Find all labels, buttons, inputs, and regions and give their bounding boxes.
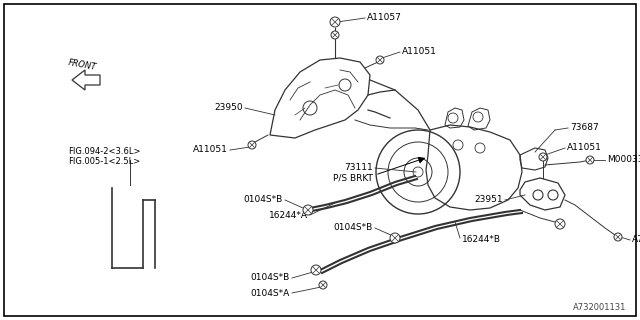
Text: A11051: A11051	[193, 146, 228, 155]
Text: A11051: A11051	[567, 143, 602, 153]
Text: FIG.005-1<2.5L>: FIG.005-1<2.5L>	[68, 157, 140, 166]
Text: 73111: 73111	[344, 164, 373, 172]
Circle shape	[311, 265, 321, 275]
Text: FRONT: FRONT	[67, 58, 97, 72]
Text: FIG.094-2<3.6L>: FIG.094-2<3.6L>	[68, 148, 141, 156]
Text: 73687: 73687	[570, 124, 599, 132]
Text: A70884: A70884	[632, 236, 640, 244]
Circle shape	[331, 31, 339, 39]
Text: 16244*B: 16244*B	[462, 236, 501, 244]
Text: 0104S*A: 0104S*A	[251, 289, 290, 298]
Circle shape	[376, 56, 384, 64]
Text: 0104S*B: 0104S*B	[333, 223, 373, 233]
Text: 23950: 23950	[214, 103, 243, 113]
Circle shape	[539, 153, 547, 161]
Text: P/S BRKT: P/S BRKT	[333, 173, 373, 182]
Circle shape	[319, 281, 327, 289]
Text: A11051: A11051	[402, 47, 437, 57]
Circle shape	[330, 17, 340, 27]
Text: 0104S*B: 0104S*B	[244, 196, 283, 204]
Text: M00033: M00033	[607, 156, 640, 164]
Circle shape	[555, 219, 565, 229]
Text: 16244*A: 16244*A	[269, 211, 308, 220]
Text: A732001131: A732001131	[573, 303, 626, 313]
Circle shape	[248, 141, 256, 149]
Circle shape	[614, 233, 622, 241]
Text: 0104S*B: 0104S*B	[251, 274, 290, 283]
Circle shape	[303, 205, 313, 215]
Circle shape	[586, 156, 594, 164]
Text: 23951: 23951	[474, 196, 503, 204]
Text: A11057: A11057	[367, 13, 402, 22]
Circle shape	[390, 233, 400, 243]
